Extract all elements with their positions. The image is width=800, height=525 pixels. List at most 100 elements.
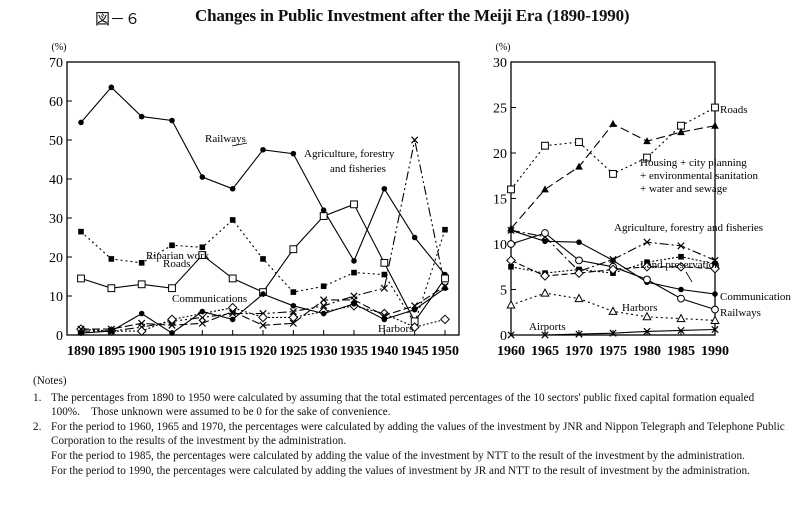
data-point bbox=[78, 330, 84, 336]
data-point bbox=[712, 291, 718, 297]
data-point bbox=[290, 150, 297, 157]
data-point bbox=[411, 302, 419, 310]
series-line bbox=[80, 203, 446, 323]
data-point bbox=[380, 284, 388, 292]
data-point bbox=[506, 299, 516, 309]
data-point bbox=[77, 274, 85, 283]
data-point bbox=[609, 170, 617, 178]
series-unlabeled-sector bbox=[506, 255, 720, 281]
x-tick-label: 1900 bbox=[128, 344, 156, 359]
y-tick-label: 20 bbox=[493, 147, 507, 162]
data-point bbox=[260, 291, 266, 297]
series-line bbox=[80, 219, 446, 325]
data-point bbox=[643, 238, 651, 246]
series-annotation: Communications bbox=[172, 293, 247, 305]
series-annotation: and fisheries bbox=[330, 163, 386, 175]
data-point bbox=[541, 141, 549, 150]
x-tick-label: 1895 bbox=[97, 344, 125, 359]
data-point bbox=[77, 325, 85, 333]
data-point bbox=[575, 162, 583, 170]
y-tick-label: 15 bbox=[493, 193, 507, 208]
x-tick-label: 1915 bbox=[219, 344, 247, 359]
note-2: 2. For the period to 1960, 1965 and 1970… bbox=[33, 420, 785, 478]
series-annotation: Communication bbox=[720, 291, 791, 303]
series-annotation: Riparian work bbox=[146, 250, 210, 262]
data-point bbox=[574, 268, 584, 279]
data-point bbox=[108, 84, 115, 91]
data-point bbox=[108, 256, 115, 262]
x-tick-label: 1935 bbox=[340, 344, 368, 359]
data-point bbox=[411, 306, 418, 313]
series-annotation: + environmental sanitation bbox=[640, 170, 759, 182]
x-tick-label: 1960 bbox=[497, 344, 525, 359]
x-tick-label: 1970 bbox=[565, 344, 593, 359]
data-point bbox=[677, 294, 685, 303]
data-point bbox=[108, 328, 115, 334]
data-point bbox=[541, 229, 549, 237]
data-point bbox=[198, 319, 206, 327]
notes-heading: (Notes) bbox=[33, 375, 67, 387]
x-tick-label: 1990 bbox=[701, 344, 729, 359]
data-point bbox=[379, 308, 390, 319]
data-point bbox=[642, 261, 652, 272]
data-point bbox=[711, 305, 719, 314]
x-tick-label: 1890 bbox=[67, 344, 95, 359]
plot-frame bbox=[510, 61, 716, 336]
data-point bbox=[138, 113, 145, 120]
data-point bbox=[676, 261, 686, 272]
data-point bbox=[506, 255, 516, 266]
data-point bbox=[260, 146, 266, 153]
y-axis-unit: (%) bbox=[52, 42, 67, 53]
series-roads bbox=[77, 200, 449, 326]
data-point bbox=[229, 307, 237, 316]
y-tick-label: 30 bbox=[49, 212, 63, 227]
notes-section: (Notes) 1. The percentages from 1890 to … bbox=[33, 374, 785, 478]
data-point bbox=[411, 136, 419, 144]
data-point bbox=[507, 331, 515, 339]
data-point bbox=[138, 310, 145, 317]
data-point bbox=[138, 319, 146, 327]
data-point bbox=[608, 264, 618, 275]
x-tick-label: 1910 bbox=[188, 344, 216, 359]
data-point bbox=[710, 263, 720, 274]
data-point bbox=[289, 307, 297, 316]
data-point bbox=[381, 185, 388, 192]
data-point bbox=[711, 325, 719, 334]
data-point bbox=[350, 200, 358, 209]
data-point bbox=[678, 286, 684, 293]
data-point bbox=[677, 242, 685, 250]
data-point bbox=[289, 319, 297, 327]
data-point bbox=[168, 321, 176, 329]
data-point bbox=[169, 330, 175, 336]
data-point bbox=[575, 138, 583, 146]
data-point bbox=[609, 119, 617, 127]
series-annotation: + water and sewage bbox=[640, 183, 727, 195]
series-annotation: Agriculture, forestry and fisheries bbox=[614, 222, 763, 234]
data-point bbox=[320, 283, 327, 290]
figure-label: 図－６ bbox=[95, 12, 141, 28]
data-point bbox=[259, 321, 267, 329]
data-point bbox=[643, 137, 651, 145]
x-tick-label: 1925 bbox=[279, 344, 307, 359]
data-point bbox=[320, 302, 328, 310]
data-point bbox=[676, 313, 686, 323]
data-point bbox=[574, 293, 584, 303]
y-tick-label: 5 bbox=[500, 284, 507, 299]
data-point bbox=[507, 185, 515, 194]
y-tick-label: 0 bbox=[56, 329, 63, 344]
data-point bbox=[643, 275, 651, 284]
data-point bbox=[229, 217, 236, 223]
data-point bbox=[289, 245, 298, 254]
series-housing-city-planning-environmental-sanitation-water-and-sewage bbox=[507, 119, 719, 232]
data-point bbox=[610, 257, 616, 264]
x-tick-label: 1930 bbox=[310, 344, 338, 359]
note-1: 1. The percentages from 1890 to 1950 wer… bbox=[33, 391, 785, 420]
data-point bbox=[678, 253, 684, 260]
data-point bbox=[411, 234, 418, 241]
y-tick-label: 50 bbox=[49, 134, 63, 149]
y-tick-label: 0 bbox=[500, 329, 507, 344]
annotation-leader bbox=[685, 271, 693, 283]
data-point bbox=[609, 329, 617, 337]
y-tick-label: 10 bbox=[49, 290, 63, 305]
